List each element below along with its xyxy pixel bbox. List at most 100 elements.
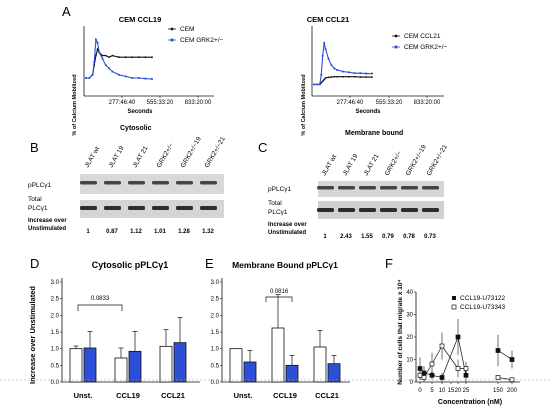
- b-blot-top: [80, 174, 224, 194]
- b-values: 1 0.87 1.12 1.01 1.28 1.32: [86, 229, 214, 235]
- d-bar: [128, 350, 142, 383]
- b-value: 1.01: [154, 229, 166, 235]
- d-ytick-label: 1.0: [51, 347, 60, 353]
- f-legend-marker-2: [451, 304, 457, 310]
- a-right-point: [323, 78, 326, 81]
- a-right-point: [323, 41, 326, 44]
- a-left-xtick-3: 833:20:00: [185, 100, 212, 106]
- a-left-point: [111, 70, 114, 73]
- a-right-legend-marker-1: [394, 34, 398, 38]
- f-legend-2: CCL19-U73343: [460, 304, 506, 311]
- c-band-bottom: [359, 208, 376, 212]
- a-left-point: [88, 77, 91, 79]
- panel-e: Membrane Bound pPLCγ1 0.0 0.5 1.0 1.5 2.0 2.5…: [211, 260, 350, 400]
- c-values: 1 2.43 1.55 0.79 0.78 0.73: [323, 234, 436, 240]
- e-ytick-label: 1.0: [211, 347, 220, 353]
- c-value: 0.79: [382, 234, 394, 240]
- b-value: 1.28: [178, 229, 190, 235]
- e-sig-bracket: [265, 296, 293, 302]
- f-point: [509, 357, 515, 362]
- f-point: [417, 372, 423, 378]
- d-bar: [114, 357, 128, 383]
- b-band-bottom: [152, 206, 169, 210]
- b-lane-label: JLAT 19: [108, 145, 126, 169]
- f-xtick-label: 10: [439, 388, 446, 394]
- f-point: [429, 361, 435, 367]
- a-left-point: [104, 54, 107, 57]
- b-band-top: [104, 181, 121, 185]
- b-lane-label: GRK2+/−21: [204, 135, 227, 169]
- a-left-series-line-1: [86, 47, 152, 79]
- c-band-top: [380, 186, 397, 190]
- f-ytick-label: 20: [406, 335, 413, 341]
- a-right-legend-marker-2: [394, 45, 398, 49]
- d-ylabel: Increase over Unstimulated: [28, 286, 37, 384]
- a-right-point: [359, 72, 362, 75]
- a-right-point: [318, 83, 321, 86]
- c-value: 2.43: [340, 234, 352, 240]
- c-band-bottom: [317, 208, 334, 212]
- a-right-point: [316, 83, 318, 86]
- c-band-bottom: [401, 208, 418, 212]
- a-right-plot-area: [313, 41, 373, 86]
- e-bar: [229, 348, 243, 383]
- panel-d: Cytosolic pPLCγ1 Increase over Unstimula…: [28, 260, 200, 400]
- a-left-point: [96, 48, 99, 51]
- d-ytick-label: 0.5: [51, 363, 60, 369]
- f-point: [417, 366, 423, 371]
- e-ytick-label: 1.5: [211, 330, 220, 336]
- c-lane-label: GRK2+/−19: [405, 143, 428, 177]
- c-value: 1: [323, 234, 327, 240]
- b-inc-b: Unstimulated: [28, 226, 66, 232]
- e-ytick-label: 0.0: [211, 380, 220, 386]
- c-band-bottom: [422, 208, 439, 212]
- a-left-point: [151, 78, 153, 80]
- b-lane-label: GRK2+/−: [156, 142, 176, 169]
- a-right-point: [342, 75, 344, 78]
- c-band-top: [359, 186, 376, 190]
- c-value: 0.78: [403, 234, 415, 240]
- a-right-point: [336, 69, 339, 71]
- c-bands: [317, 186, 439, 212]
- a-left-point: [98, 51, 101, 54]
- a-right-xtick-1: 277:46:40: [337, 100, 364, 106]
- a-right-point: [371, 76, 373, 78]
- e-yticks: 0.0 0.5 1.0 1.5 2.0 2.5 3.0: [211, 280, 222, 386]
- f-point: [421, 375, 427, 380]
- d-ytick-label: 0.0: [51, 380, 60, 386]
- a-left-point: [137, 56, 140, 59]
- a-left-point: [144, 77, 147, 80]
- c-value: 0.73: [424, 234, 436, 240]
- f-ytick-label: 40: [406, 290, 413, 296]
- panel-label-c: C: [258, 140, 267, 155]
- a-left-legend-2: CEM GRK2+/−: [180, 37, 224, 44]
- a-right-point: [313, 83, 315, 86]
- a-left-series-line-2: [86, 37, 153, 80]
- b-row1-label: pPLCγ1: [28, 182, 52, 189]
- e-pvalue: 0.0816: [270, 289, 289, 295]
- panel-label-b: B: [30, 140, 39, 155]
- d-sig-bracket: [77, 304, 123, 311]
- f-xtick-label: 0: [418, 388, 422, 394]
- b-value: 1: [86, 229, 90, 235]
- e-bar: [313, 346, 327, 383]
- a-right-point: [321, 80, 324, 83]
- a-left-point: [101, 54, 104, 57]
- c-band-bottom: [338, 208, 355, 212]
- c-lane-label: JLAT 19: [342, 153, 360, 177]
- b-lane-labels: JLAT wt JLAT 19 JLAT 21 GRK2+/− GRK2+/−19 GRK…: [84, 135, 227, 169]
- panel-c-blot: Membrane bound JLAT wt JLAT 19 JLAT 21 GRK2…: [268, 130, 449, 240]
- a-right-point: [365, 76, 368, 78]
- f-point: [463, 366, 469, 371]
- a-left-point: [95, 54, 97, 57]
- a-right-point: [365, 72, 368, 75]
- e-bar: [327, 363, 341, 383]
- a-left-xlabel: Seconds: [127, 109, 153, 115]
- a-right-point: [320, 73, 323, 76]
- f-xtick-label: 200: [507, 388, 518, 394]
- c-lane-label: GRK2+/−21: [426, 143, 449, 177]
- a-right-point: [327, 57, 330, 60]
- panel-a-right: CEM CCL21 % of Calcium Mobilized 277:46:…: [301, 15, 448, 136]
- b-value: 1.32: [202, 229, 214, 235]
- a-left-point: [91, 73, 94, 76]
